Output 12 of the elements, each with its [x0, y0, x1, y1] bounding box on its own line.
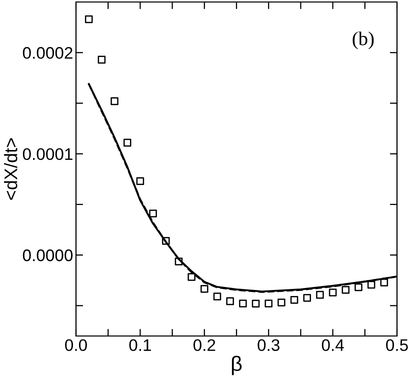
y-tick-label: 0.0002	[22, 47, 72, 59]
y-axis-title: <dX/dt>	[4, 138, 18, 200]
x-tick-label: 0.3	[258, 339, 280, 352]
x-tick-label: 0.4	[322, 339, 344, 352]
x-tick-label: 0.5	[386, 339, 408, 352]
y-tick-label: 0.0000	[22, 249, 73, 262]
x-axis-title: β	[232, 356, 242, 376]
x-tick-label: 0.0	[65, 339, 87, 352]
y-tick-label: 0.0001	[22, 148, 72, 160]
x-tick-label: 0.1	[129, 339, 151, 352]
x-tick-label: 0.2	[193, 339, 216, 352]
annotation: (b)	[352, 32, 374, 50]
